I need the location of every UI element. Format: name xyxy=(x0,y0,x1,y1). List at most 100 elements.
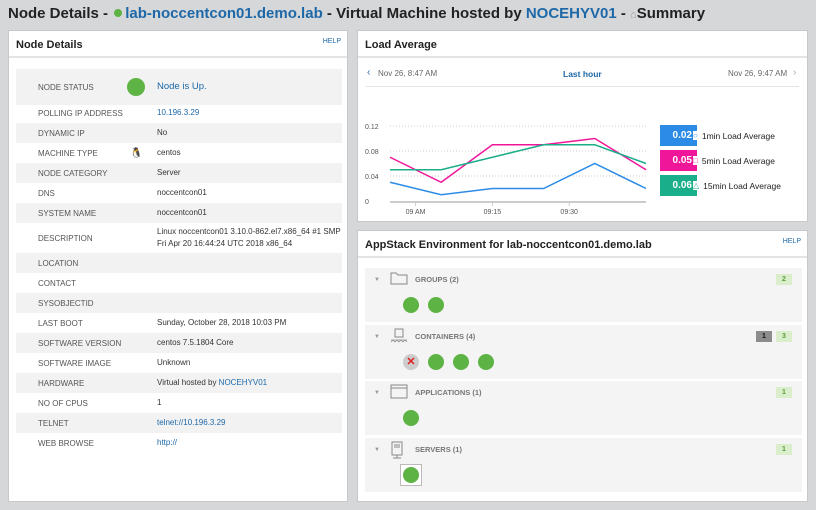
appstack-section: ▼ APPLICATIONS (1) 1 xyxy=(365,381,802,435)
node-down-icon[interactable]: ✕ xyxy=(403,354,419,370)
table-row: SOFTWARE IMAGE Unknown xyxy=(16,353,342,373)
row-value: Virtual hosted by NOCEHYV01 xyxy=(157,378,268,387)
table-row: CONTACT xyxy=(16,273,342,293)
row-value: Server xyxy=(157,168,181,177)
table-row: SYSTEM NAME noccentcon01 xyxy=(16,203,342,223)
row-label: DNS xyxy=(38,188,55,198)
collapse-triangle-icon[interactable]: ▼ xyxy=(374,390,380,396)
legend-item[interactable]: 0.05 □ 5min Load Average xyxy=(660,150,775,171)
help-link[interactable]: HELP xyxy=(322,38,341,45)
row-value: Linux noccentcon01 3.10.0-862.el7.x86_64… xyxy=(157,227,341,248)
row-label: NODE CATEGORY xyxy=(38,168,108,178)
range-end: Nov 26, 9:47 AM xyxy=(728,69,788,78)
node-up-icon[interactable] xyxy=(403,410,419,426)
section-label[interactable]: SERVERS (1) xyxy=(415,445,462,454)
row-value: noccentcon01 xyxy=(157,208,207,217)
prev-chevron-icon[interactable]: ‹ xyxy=(367,67,371,78)
node-up-icon[interactable] xyxy=(428,297,444,313)
legend-label: 15min Load Average xyxy=(703,180,781,191)
table-row: NO OF CPUS 1 xyxy=(16,393,342,413)
legend-item[interactable]: 0.06 △ 15min Load Average xyxy=(660,175,781,196)
table-row: SYSOBJECTID xyxy=(16,293,342,313)
section-label[interactable]: APPLICATIONS (1) xyxy=(415,388,482,397)
selected-item[interactable] xyxy=(400,464,422,486)
row-label: HARDWARE xyxy=(38,378,85,388)
row-label: CONTACT xyxy=(38,278,77,288)
y-tick-label: 0.08 xyxy=(365,149,379,156)
status-count-badge[interactable]: 2 xyxy=(776,274,792,285)
row-label: WEB BROWSE xyxy=(38,438,95,448)
collapse-triangle-icon[interactable]: ▼ xyxy=(374,334,380,340)
node-up-icon[interactable] xyxy=(478,354,494,370)
row-label: DESCRIPTION xyxy=(38,233,93,243)
status-count-badge[interactable]: 3 xyxy=(776,331,792,342)
section-label[interactable]: CONTAINERS (4) xyxy=(415,332,476,341)
appstack-section: ▼ GROUPS (2) 2 xyxy=(365,268,802,322)
linux-penguin-icon: 🐧 xyxy=(130,147,143,159)
section-label[interactable]: GROUPS (2) xyxy=(415,275,459,284)
table-row: LAST BOOT Sunday, October 28, 2018 10:03… xyxy=(16,313,342,333)
x-tick-label: 09 AM xyxy=(406,209,426,216)
row-value: centos 7.5.1804 Core xyxy=(157,338,234,347)
node-up-icon[interactable] xyxy=(403,297,419,313)
table-row: DYNAMIC IP No xyxy=(16,123,342,143)
next-chevron-icon[interactable]: › xyxy=(793,67,797,78)
node-details-panel: Node Details HELP NODE STATUS Node is Up.… xyxy=(8,30,348,502)
appstack-section: ▼ SERVERS (1) 1 xyxy=(365,438,802,492)
host-link[interactable]: NOCEHYV01 xyxy=(525,5,617,22)
load-chart: 0 0.04 0.08 0.12 09 AM 09:15 09:30 xyxy=(365,124,647,216)
row-label: TELNET xyxy=(38,418,69,428)
host-link[interactable]: NOCEHYV01 xyxy=(218,378,268,387)
row-value: centos xyxy=(157,148,181,157)
row-label: SYSTEM NAME xyxy=(38,208,97,218)
load-average-panel: Load Average ‹ Nov 26, 8:47 AM Last hour… xyxy=(357,30,808,222)
range-label[interactable]: Last hour xyxy=(563,69,602,79)
row-value: Unknown xyxy=(157,358,191,367)
y-tick-label: 0.12 xyxy=(365,124,379,131)
panel-title: Load Average xyxy=(365,39,437,51)
legend-item[interactable]: 0.02 ○ 1min Load Average xyxy=(660,125,775,146)
status-count-badge[interactable]: 1 xyxy=(776,444,792,455)
legend-label: 5min Load Average xyxy=(701,155,775,166)
application-window-icon xyxy=(390,384,408,400)
row-label: MACHINE TYPE xyxy=(38,148,98,158)
table-row: LOCATION xyxy=(16,253,342,273)
collapse-triangle-icon[interactable]: ▼ xyxy=(374,447,380,453)
row-label: POLLING IP ADDRESS xyxy=(38,108,123,118)
table-row: WEB BROWSE http:// xyxy=(16,433,342,453)
x-tick-label: 09:15 xyxy=(484,209,502,216)
server-icon xyxy=(390,441,408,459)
legend-value: 0.06 xyxy=(660,175,697,196)
row-value: telnet://10.196.3.29 xyxy=(157,418,226,427)
row-label: SOFTWARE VERSION xyxy=(38,338,122,348)
row-label: NO OF CPUS xyxy=(38,398,88,408)
row-value: Node is Up. xyxy=(157,81,207,92)
help-link[interactable]: HELP xyxy=(782,238,801,245)
node-up-icon[interactable] xyxy=(428,354,444,370)
circle-marker-icon: ○ xyxy=(693,131,698,140)
table-row: HARDWARE Virtual hosted by NOCEHYV01 xyxy=(16,373,342,393)
table-row: SOFTWARE VERSION centos 7.5.1804 Core xyxy=(16,333,342,353)
table-row: DESCRIPTION Linux noccentcon01 3.10.0-86… xyxy=(16,223,342,253)
row-value: Sunday, October 28, 2018 10:03 PM xyxy=(157,318,287,327)
status-up-icon xyxy=(114,9,123,17)
y-tick-label: 0 xyxy=(365,199,369,206)
range-start: Nov 26, 8:47 AM xyxy=(378,69,438,78)
legend-label: 1min Load Average xyxy=(701,130,775,141)
appstack-section: ▼ CONTAINERS (4) 1 3 ✕ xyxy=(365,325,802,379)
triangle-marker-icon: △ xyxy=(693,181,700,190)
row-label: SYSOBJECTID xyxy=(38,298,94,308)
status-count-badge[interactable]: 1 xyxy=(756,331,772,342)
node-up-icon[interactable] xyxy=(453,354,469,370)
status-count-badge[interactable]: 1 xyxy=(776,387,792,398)
row-value: http:// xyxy=(157,438,178,447)
row-label: LAST BOOT xyxy=(38,318,83,328)
row-value: 1 xyxy=(157,398,162,407)
series-line-triangle xyxy=(390,144,647,171)
collapse-triangle-icon[interactable]: ▼ xyxy=(374,277,380,283)
y-tick-label: 0.04 xyxy=(365,174,379,181)
node-link[interactable]: lab-noccentcon01.demo.lab xyxy=(125,5,323,22)
row-label: DYNAMIC IP xyxy=(38,128,85,138)
table-row: DNS noccentcon01 xyxy=(16,183,342,203)
x-tick-label: 09:30 xyxy=(560,209,578,216)
